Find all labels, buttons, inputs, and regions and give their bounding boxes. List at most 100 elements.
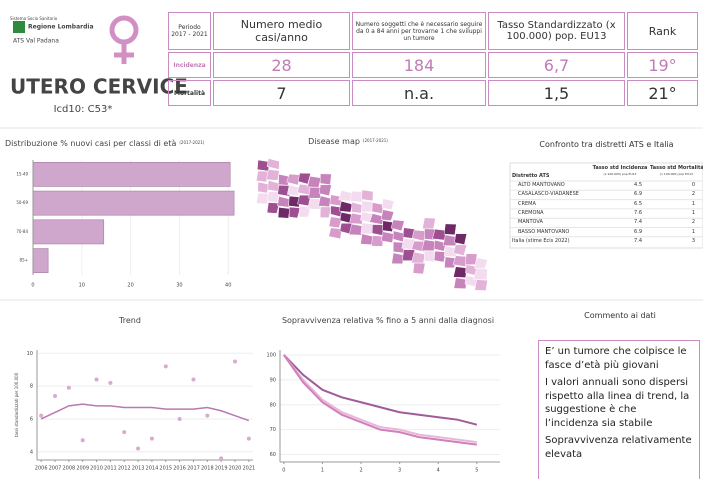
y-tick-label: 50-69 — [16, 200, 28, 205]
chart-subtitle: (2017-2021) — [363, 138, 388, 143]
x-tick-label: 2019 — [215, 466, 228, 472]
map-region — [266, 158, 280, 170]
map-region — [361, 189, 374, 202]
map-region — [277, 195, 291, 208]
table-cell: 0 — [691, 182, 695, 188]
map-region — [339, 200, 353, 213]
x-tick-label: 2007 — [49, 466, 62, 472]
map-region — [360, 200, 374, 213]
comment-box: E’ un tumore che colpisce le fasce d’età… — [538, 340, 700, 479]
map-region — [348, 223, 363, 236]
y-tick-label: 90 — [270, 377, 276, 383]
x-tick-label: 30 — [176, 283, 182, 289]
table-header: Periodo 2017 - 2021 — [168, 12, 211, 50]
y-tick-label: 100 — [266, 352, 276, 358]
comment-paragraph: E’ un tumore che colpisce le fasce d’età… — [545, 346, 687, 371]
bar — [32, 219, 105, 245]
map-region — [412, 262, 426, 275]
map-region — [453, 277, 468, 289]
row-header: Incidenza — [168, 52, 211, 78]
map-region — [454, 233, 468, 245]
map-region — [349, 190, 363, 203]
table-cell: 7 — [213, 80, 350, 106]
chart-title: Sopravvivenza relativa % fino a 5 anni d… — [282, 316, 494, 325]
x-tick-label: 1 — [321, 468, 324, 474]
y-tick-label: 10 — [27, 351, 33, 357]
map-region — [319, 173, 332, 186]
data-point — [39, 413, 44, 418]
map-region — [267, 180, 280, 192]
table-cell: 6.5 — [634, 200, 642, 207]
line — [283, 354, 478, 426]
map-region — [307, 176, 322, 188]
data-point — [219, 456, 224, 461]
table-header: Numero medio casi/anno — [213, 12, 350, 50]
data-point — [108, 380, 113, 385]
map-region — [442, 234, 457, 247]
table-cell: 7.4 — [634, 237, 642, 244]
map-region — [433, 239, 447, 252]
map-region — [432, 228, 447, 241]
column-header: Tasso std Incidenza — [592, 165, 648, 171]
logo-text: Regione Lombardia — [28, 24, 94, 31]
row-header: CASALASCO-VIADANESE — [518, 191, 579, 198]
chart-title: Disease map (2017-2021) — [308, 137, 388, 146]
map-region — [318, 195, 332, 208]
table-cell: 7.4 — [634, 219, 642, 226]
table-header: Rank — [627, 12, 698, 50]
page-title: UTERO CERVICE — [10, 75, 188, 99]
table-cell: 6,7 — [488, 52, 625, 78]
map-region — [390, 219, 405, 232]
map-region — [381, 198, 395, 210]
map-region — [433, 250, 447, 263]
map-region — [381, 231, 395, 243]
chart-title: Sopravvivenza relativa % fino a 5 anni d… — [282, 316, 494, 325]
data-point — [246, 436, 251, 441]
table-cell: 3 — [691, 237, 695, 244]
x-tick-label: 3 — [398, 468, 401, 474]
y-tick-label: 4 — [30, 449, 33, 455]
y-tick-label: 85+ — [20, 258, 28, 263]
y-axis-label: tassi standardizzati per 100.000 — [14, 372, 19, 437]
map — [255, 158, 488, 291]
row-header: ALTO MANTOVANO — [518, 182, 565, 188]
x-tick-label: 2016 — [173, 466, 186, 472]
map-region — [255, 170, 270, 183]
map-region — [351, 201, 363, 214]
x-tick-label: 2 — [359, 468, 362, 474]
comment-title: Commento ai dati — [584, 311, 656, 320]
x-tick-label: 2012 — [118, 466, 131, 472]
data-point — [177, 416, 182, 421]
x-tick-label: 2021 — [242, 466, 255, 472]
map-region — [360, 222, 374, 235]
row-header: CREMA — [518, 200, 536, 207]
line — [283, 354, 477, 446]
data-point — [149, 436, 154, 441]
column-note: (x 100.000) pop EU13 — [660, 172, 693, 176]
map-region — [371, 235, 384, 247]
map-region — [297, 172, 311, 185]
bar — [32, 162, 231, 187]
chart-title: Distribuzione % nuovi casi per classi di… — [5, 139, 205, 148]
column-note: (x 100.000) pop EU13 — [603, 172, 637, 176]
y-tick-label: 15-49 — [16, 171, 28, 176]
table-cell: 6.9 — [634, 191, 642, 198]
data-point — [80, 438, 85, 443]
comment-paragraph: I valori annuali sono dispersi rispetto … — [545, 377, 690, 429]
x-tick-label: 20 — [127, 283, 133, 289]
bar — [32, 190, 235, 216]
logo-text: Sistema Socio Sanitario — [10, 16, 58, 21]
map-region — [473, 268, 488, 280]
table-cell: 28 — [213, 52, 350, 78]
map-region — [360, 211, 374, 224]
x-tick-label: 2017 — [187, 466, 200, 472]
y-tick-label: 8 — [30, 384, 33, 390]
chart-title: Disease map — [308, 137, 360, 146]
bar — [32, 248, 49, 274]
x-tick-label: 0 — [282, 468, 285, 474]
data-point — [94, 377, 99, 382]
table-cell: 1 — [691, 200, 695, 207]
data-point — [163, 364, 168, 369]
